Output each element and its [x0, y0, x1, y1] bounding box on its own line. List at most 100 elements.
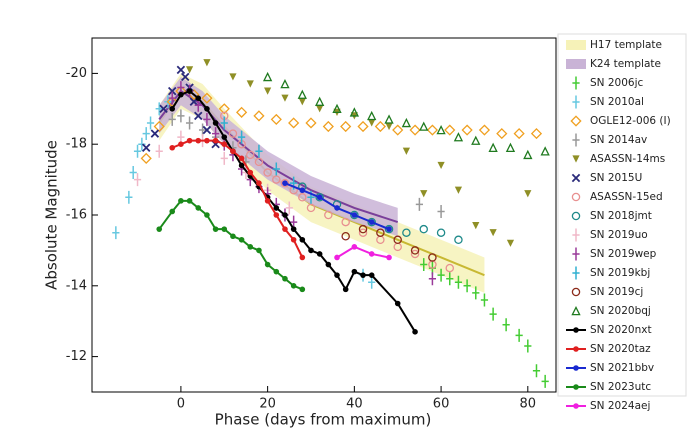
marker-part: [446, 272, 454, 286]
marker: [412, 329, 418, 335]
marker-part: [351, 244, 358, 250]
marker: [156, 226, 163, 232]
marker: [420, 190, 428, 198]
marker: [280, 78, 290, 89]
marker-part: [285, 201, 293, 215]
marker: [410, 246, 420, 255]
marker-part: [334, 272, 340, 278]
marker: [341, 217, 350, 227]
marker-part: [349, 107, 360, 117]
marker-part: [290, 226, 297, 232]
marker: [212, 120, 219, 126]
series-line: [171, 139, 304, 258]
marker: [420, 258, 428, 272]
marker: [572, 228, 580, 242]
marker-part: [169, 144, 176, 151]
marker-part: [384, 114, 394, 124]
marker: [195, 205, 202, 211]
marker-part: [230, 148, 236, 155]
marker: [360, 272, 366, 278]
marker-part: [572, 76, 580, 90]
marker: [513, 127, 525, 140]
marker-part: [480, 293, 489, 307]
marker-part: [270, 113, 282, 126]
marker-part: [288, 117, 300, 129]
marker-part: [299, 286, 306, 293]
marker: [272, 162, 280, 176]
marker-part: [410, 249, 420, 259]
marker: [409, 124, 421, 136]
legend-swatch: [566, 40, 586, 50]
marker: [402, 147, 410, 155]
marker: [428, 272, 437, 286]
marker: [255, 144, 263, 158]
marker: [436, 124, 446, 135]
marker: [419, 224, 428, 234]
marker-part: [221, 226, 228, 232]
legend-label: ASASSN-14ms: [590, 153, 665, 165]
marker-part: [156, 226, 163, 232]
marker-part: [273, 268, 280, 275]
marker-part: [358, 228, 368, 237]
marker: [489, 229, 497, 237]
marker: [410, 249, 420, 259]
marker: [178, 141, 184, 147]
marker-part: [572, 247, 580, 261]
marker-part: [573, 384, 579, 390]
marker: [316, 105, 324, 113]
marker: [573, 346, 579, 352]
legend-label: SN 2021bbv: [590, 362, 654, 374]
marker: [195, 95, 202, 101]
marker: [351, 212, 358, 218]
marker: [463, 279, 471, 293]
marker-part: [282, 180, 288, 186]
marker: [571, 305, 581, 316]
marker-part: [194, 111, 203, 121]
legend-label: OGLE12-006 (I): [590, 115, 671, 127]
marker-part: [571, 305, 581, 316]
series-line: [158, 199, 303, 291]
marker: [461, 124, 473, 136]
marker: [185, 66, 194, 74]
marker-part: [299, 187, 306, 194]
marker: [419, 121, 429, 131]
marker: [186, 198, 193, 204]
marker: [572, 133, 580, 147]
marker-part: [530, 127, 543, 140]
marker: [220, 151, 228, 165]
marker-part: [524, 339, 532, 353]
marker: [524, 190, 532, 198]
marker-part: [506, 239, 515, 247]
x-tick-label: 60: [433, 397, 450, 412]
marker-part: [410, 246, 420, 255]
y-tick-label: -18: [66, 137, 87, 152]
marker-part: [572, 155, 580, 163]
marker: [273, 212, 280, 218]
marker: [506, 239, 515, 247]
marker: [340, 120, 352, 133]
marker-part: [212, 226, 219, 232]
marker-part: [195, 137, 202, 144]
marker-part: [168, 112, 176, 126]
marker: [573, 365, 579, 371]
marker: [358, 228, 368, 237]
marker-part: [169, 106, 176, 112]
marker-part: [541, 374, 549, 388]
legend-label: SN 2006jc: [590, 77, 643, 89]
marker: [572, 155, 580, 163]
legend-label: SN 2020nxt: [590, 324, 652, 336]
marker: [480, 293, 489, 307]
marker-part: [282, 275, 288, 282]
marker-part: [129, 166, 137, 179]
marker: [290, 226, 297, 232]
marker: [204, 137, 210, 144]
marker-part: [524, 190, 532, 198]
marker: [238, 162, 245, 169]
marker-part: [324, 210, 333, 220]
marker-part: [264, 198, 271, 204]
marker: [290, 236, 297, 243]
marker: [315, 193, 324, 202]
marker: [150, 129, 160, 138]
marker: [203, 59, 211, 67]
legend-label: SN 2023utc: [590, 381, 651, 393]
